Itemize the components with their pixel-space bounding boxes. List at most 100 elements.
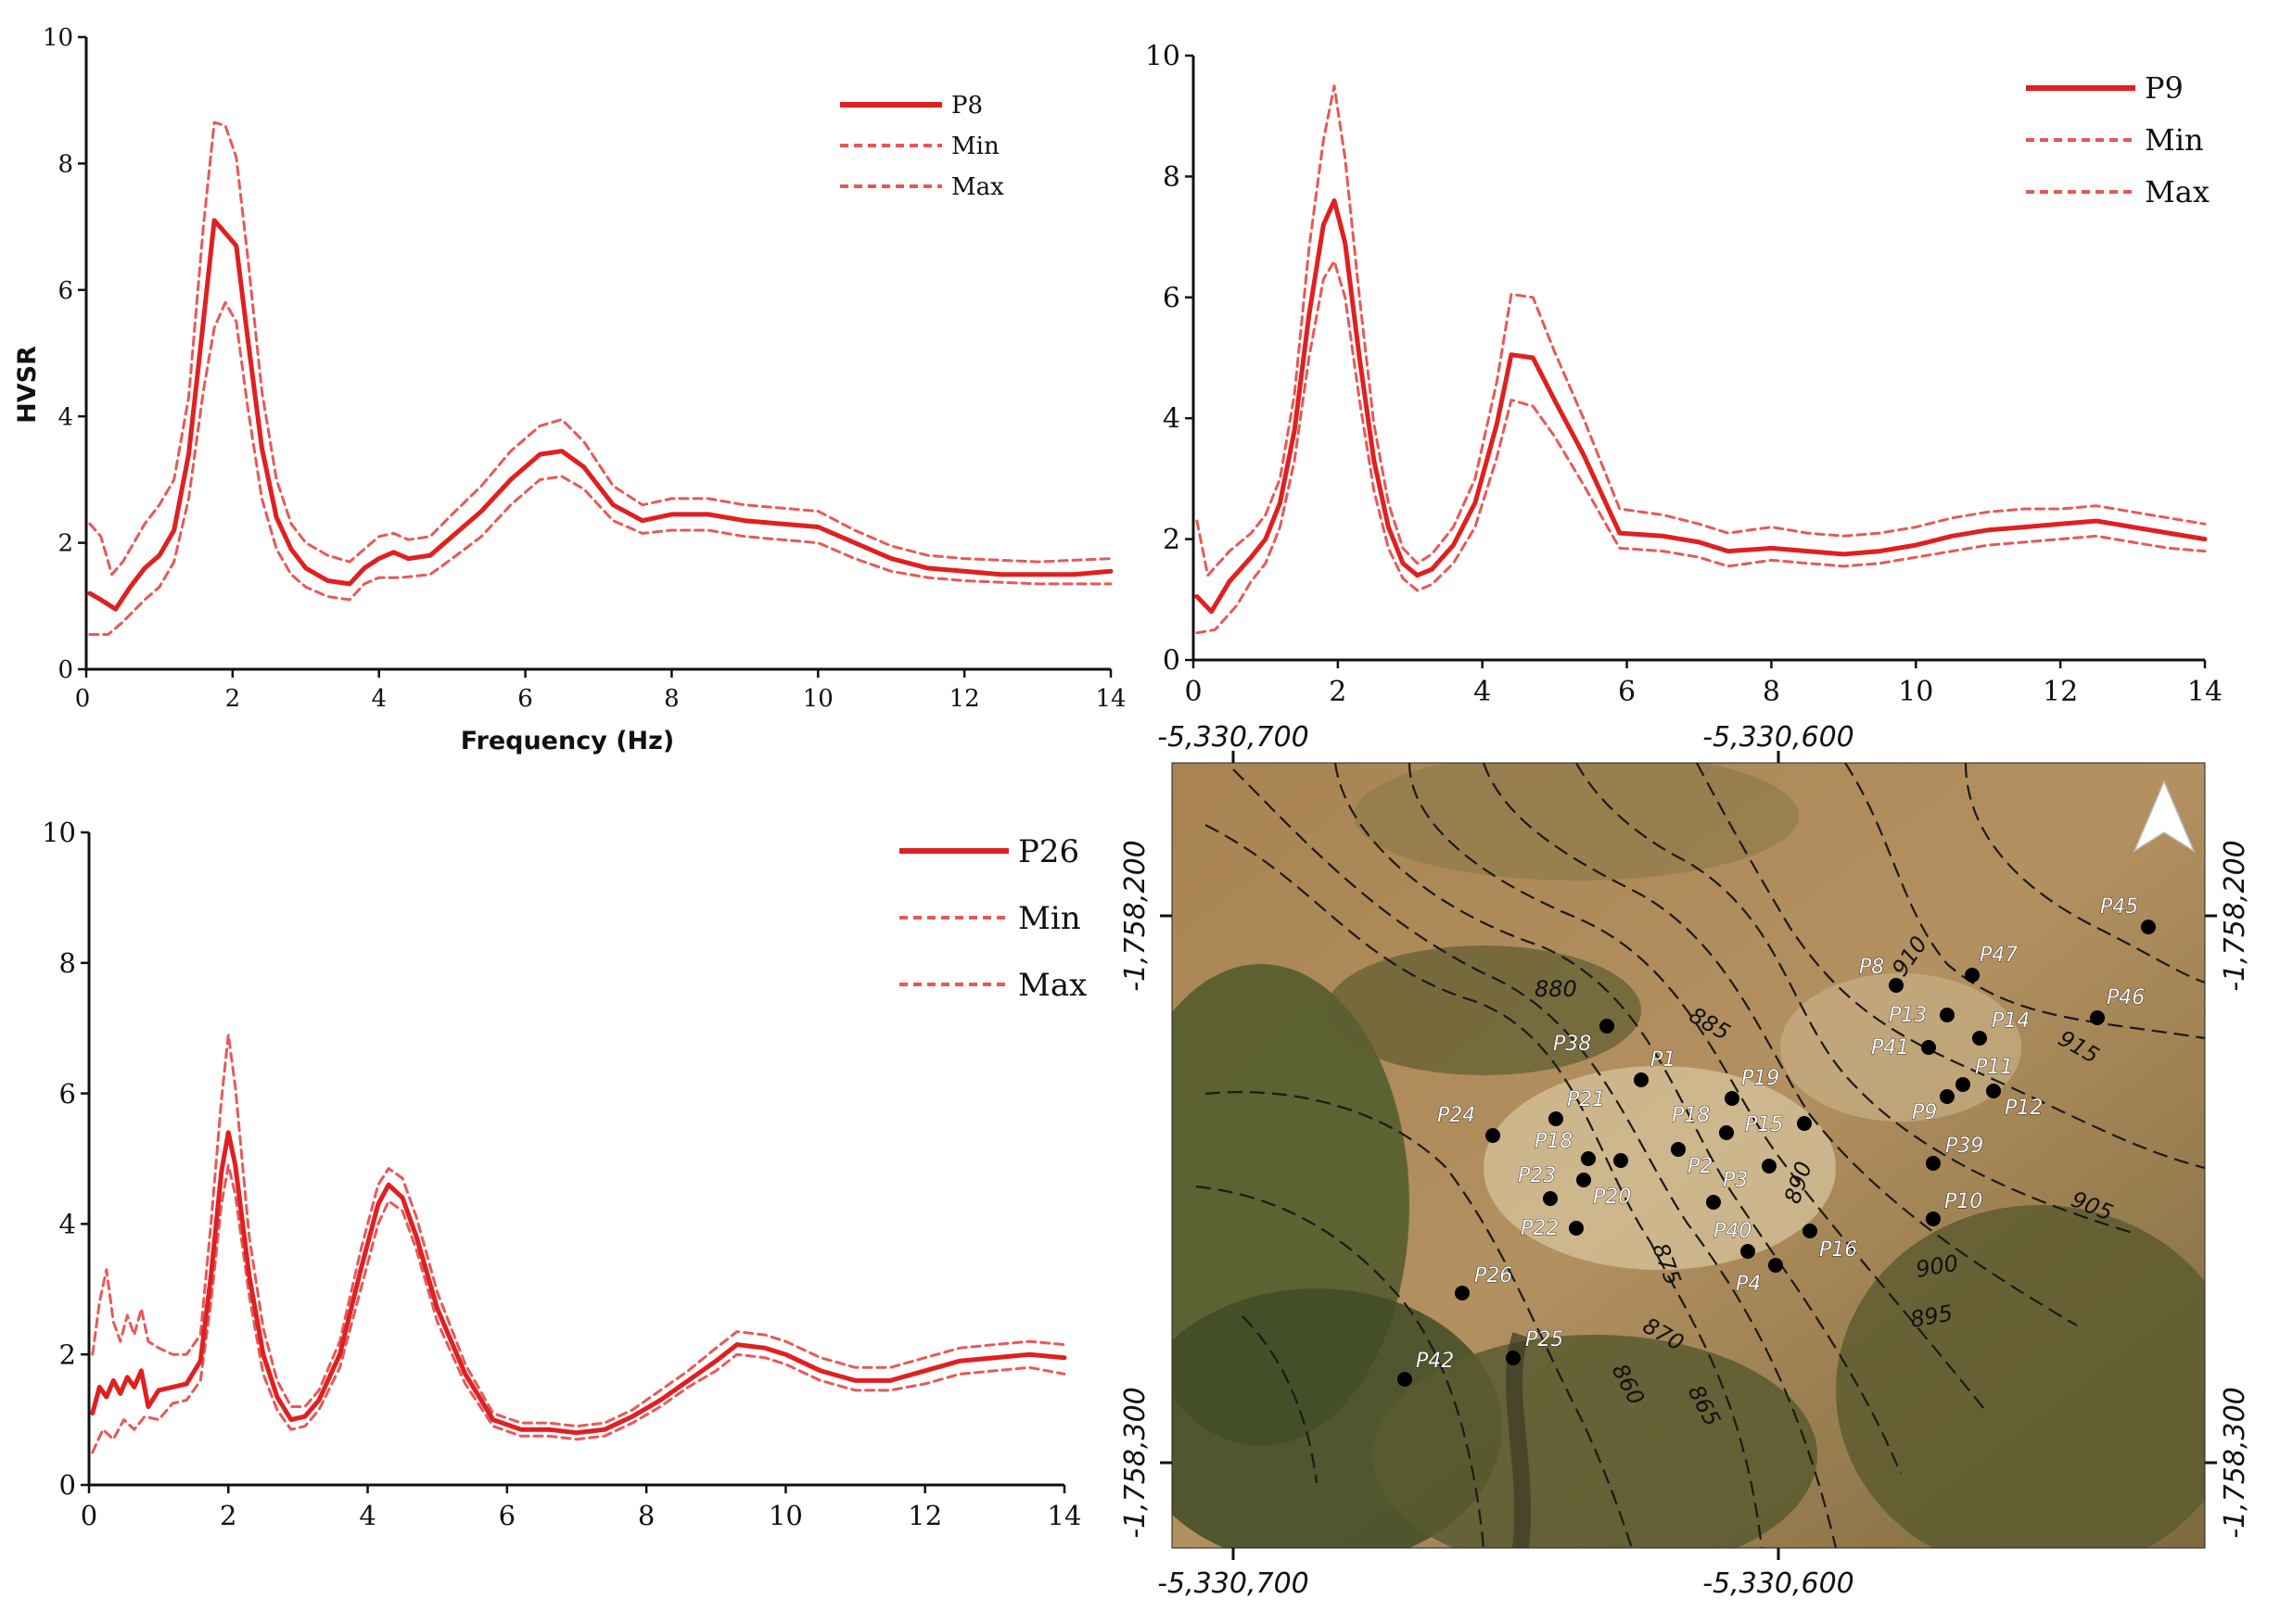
point-p9: P9 (1912, 1089, 1955, 1124)
y-tick-label: 2 (59, 1339, 76, 1370)
coord-left-1: -1,758,200 (1119, 840, 1152, 992)
coord-bottom-1: -5,330,700 (1157, 1567, 1309, 1600)
x-tick-label: 6 (1618, 676, 1636, 708)
y-tick-label: 6 (57, 277, 73, 305)
x-tick-label: 14 (1048, 1500, 1082, 1531)
y-axis-label: HVSR (13, 346, 42, 424)
x-tick-label: 10 (769, 1500, 803, 1531)
point-p23: P23 (1518, 1164, 1558, 1206)
legend-label-max: Max (2145, 174, 2210, 209)
point-p22: P22 (1521, 1217, 1584, 1240)
point-p39: P39 (1926, 1135, 1984, 1171)
svg-text:P20: P20 (1593, 1186, 1631, 1209)
x-axis-label: Frequency (Hz) (461, 727, 674, 755)
series-min (1195, 260, 2207, 635)
point-p19: P19 (1725, 1067, 1780, 1106)
series-min (88, 300, 1113, 636)
chart-p26: 0 2 4 6 8 10 12 14 0 2 4 6 8 10 P26 Min Max (42, 817, 1087, 1531)
y-tick-label: 8 (59, 947, 76, 979)
svg-text:P39: P39 (1945, 1135, 1983, 1158)
svg-text:P38: P38 (1553, 1033, 1591, 1056)
point-p15: P15 (1745, 1113, 1812, 1136)
legend-label-max: Max (951, 173, 1004, 201)
point-p2: P2 (1671, 1142, 1713, 1178)
point-p4: P4 (1736, 1258, 1783, 1296)
aerial-map: 880 885 890 875 870 860 865 910 915 905 … (1119, 721, 2251, 1600)
x-tick-label: 0 (75, 685, 91, 713)
coord-right-2: -1,758,300 (2219, 1387, 2251, 1539)
series-max (1195, 84, 2207, 577)
y-tick-label: 6 (1163, 282, 1180, 314)
y-tick-label: 10 (42, 817, 76, 848)
vegetation-southeast (1836, 1205, 2205, 1548)
point-p45: P45 (2100, 895, 2156, 934)
y-tick-label: 6 (59, 1078, 76, 1110)
map-frame (1171, 762, 2206, 1549)
point-p3: P3 (1723, 1159, 1777, 1192)
x-tick-label: 6 (517, 685, 533, 713)
point-p20: P20 (1593, 1153, 1632, 1209)
chart-p8: 0 2 4 6 8 10 12 14 0 2 4 6 8 10 P8 Min Max Frequency (Hz)… (13, 24, 1127, 755)
point-p12: P12 (1986, 1084, 2044, 1120)
x-tick-label: 4 (359, 1500, 376, 1531)
legend-label-p26: P26 (1018, 833, 1079, 870)
legend-label-min: Min (951, 133, 1000, 160)
x-tick-label: 8 (638, 1500, 655, 1531)
point-p46: P46 (2090, 986, 2146, 1025)
x-tick-label: 12 (2043, 676, 2078, 708)
y-tick-label: 4 (1163, 403, 1180, 436)
point-p3b (1706, 1195, 1721, 1210)
north-arrow-icon (2133, 780, 2196, 853)
svg-text:P16: P16 (1819, 1238, 1857, 1262)
x-tick-label: 12 (908, 1500, 942, 1531)
series-p26 (90, 1130, 1067, 1436)
x-tick-label: 2 (1329, 676, 1346, 708)
svg-text:P18: P18 (1672, 1104, 1710, 1127)
series-p9 (1194, 198, 2208, 615)
svg-text:P47: P47 (1980, 944, 2018, 967)
chart-p9: 0 2 4 6 8 10 12 14 0 2 4 6 8 10 P9 Min Max (1145, 41, 2223, 709)
point-p16: P16 (1802, 1224, 1858, 1262)
coord-top-1: -5,330,700 (1157, 721, 1309, 754)
coord-top-2: -5,330,600 (1702, 721, 1854, 754)
x-tick-label: 4 (1473, 676, 1491, 708)
x-tick-label: 4 (371, 685, 387, 713)
coord-left-2: -1,758,300 (1119, 1387, 1152, 1539)
x-tick-label: 12 (949, 685, 980, 713)
vegetation-south (1372, 1335, 1817, 1548)
map-ticks (1160, 751, 2217, 1560)
point-p13: P13 (1889, 1004, 1955, 1027)
y-tick-label: 2 (57, 530, 73, 558)
legend-label-min: Min (2145, 122, 2204, 158)
coord-bottom-2: -5,330,600 (1702, 1567, 1854, 1600)
x-tick-label: 2 (225, 685, 241, 713)
point-p25: P25 (1506, 1328, 1564, 1365)
svg-text:P19: P19 (1741, 1067, 1779, 1090)
y-tick-label: 0 (57, 656, 73, 684)
series-max (91, 1033, 1066, 1428)
legend-label-p9: P9 (2145, 70, 2184, 106)
svg-text:P8: P8 (1859, 956, 1884, 979)
legend-label-min: Min (1018, 900, 1081, 937)
y-tick-label: 8 (1163, 161, 1180, 194)
point-p18: P18 (1672, 1104, 1734, 1140)
contour-lines (1195, 763, 2205, 1548)
contour-label-880: 880 (1535, 976, 1577, 1002)
point-p47: P47 (1965, 944, 2019, 983)
y-tick-label: 10 (43, 24, 73, 52)
bare-slope (1484, 1066, 1836, 1270)
series-max (88, 121, 1113, 577)
svg-text:P22: P22 (1521, 1217, 1559, 1240)
point-p14: P14 (1972, 1009, 2031, 1046)
x-tick-label: 6 (499, 1500, 516, 1531)
measurement-points: P45 P8 P47 P46 P13 P14 P41 P38 P1 P11 P1… (1397, 895, 2156, 1387)
y-tick-label: 8 (57, 151, 73, 179)
y-tick-label: 2 (1163, 524, 1180, 556)
svg-text:P23: P23 (1518, 1164, 1556, 1187)
svg-text:P10: P10 (1944, 1190, 1982, 1213)
x-tick-label: 0 (81, 1500, 97, 1531)
x-tick-label: 8 (1763, 676, 1780, 708)
point-p40: P40 (1713, 1220, 1755, 1259)
x-tick-label: 10 (803, 685, 834, 713)
svg-text:P11: P11 (1975, 1056, 2013, 1079)
